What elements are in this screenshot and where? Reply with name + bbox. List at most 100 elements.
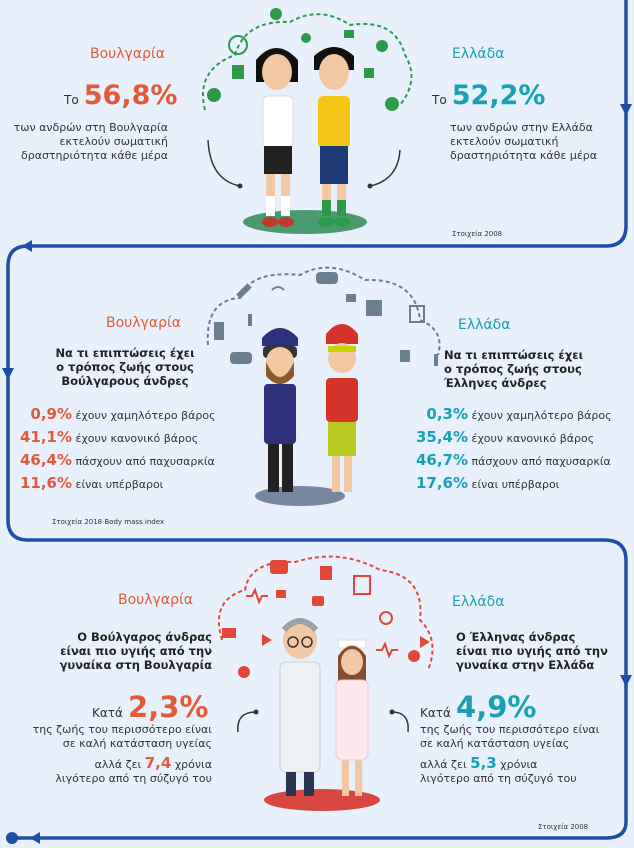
source-note: Στοιχεία 2008 <box>452 230 503 238</box>
bmi-value: 46,4% <box>19 451 72 469</box>
section-heading-bulgaria: Να τι επιπτώσεις έχει ο τρόπος ζωής στου… <box>40 346 210 388</box>
shopping-woman-icon <box>320 566 332 580</box>
country-label-greece: Ελλάδα <box>452 594 505 610</box>
health-stat-bulgaria: Κατά 2,3% <box>92 690 208 724</box>
stat-prefix: Κατά <box>420 706 451 720</box>
bmi-label: είναι υπέρβαροι <box>471 478 560 491</box>
heading-line: Να τι επιπτώσεις έχει <box>444 348 584 362</box>
doctor-man-figure <box>279 618 321 796</box>
arrow-down-icon <box>620 104 632 116</box>
bmi-label: έχουν χαμηλότερο βάρος <box>471 409 612 422</box>
man-greece-figure <box>314 47 354 227</box>
source-note: Στοιχεία 2008 <box>538 823 589 831</box>
bmi-stats-greece: 0,3% έχουν χαμηλότερο βάρος 35,4% έχουν … <box>412 405 612 497</box>
bmi-row: 17,6% είναι υπέρβαροι <box>412 474 612 497</box>
heading-line: Ο Έλληνας άνδρας <box>456 630 576 644</box>
calculator-icon <box>353 575 371 595</box>
stat-prefix: Κατά <box>92 706 123 720</box>
text-line: της ζωής του περισσότερο είναι <box>32 723 212 736</box>
text-line: σε καλή κατάσταση υγείας <box>62 737 212 750</box>
stat-value: 2,3% <box>128 690 209 724</box>
health-icons-cloud <box>217 555 434 678</box>
sport-icons-cloud <box>202 8 413 111</box>
heading-line: Ο Βούλγαρος άνδρας <box>77 630 212 644</box>
bmi-label: έχουν κανονικό βάρος <box>75 432 199 445</box>
country-label-bulgaria: Βουλγαρία <box>90 46 165 62</box>
life-prefix: αλλά ζει <box>94 758 142 771</box>
country-label-bulgaria: Βουλγαρία <box>106 315 181 331</box>
tools-icon <box>236 283 252 299</box>
phone-icon <box>238 666 250 678</box>
people-icon <box>232 65 244 79</box>
life-suffix: χρόνια <box>500 758 538 771</box>
text-line: της ζωής του περισσότερο είναι <box>420 723 600 736</box>
chat-icon <box>276 590 286 598</box>
swimming-icon <box>207 88 221 102</box>
hiking-icon <box>376 40 388 52</box>
medicine-icon <box>408 650 420 662</box>
stat-greece: Το 52,2% <box>432 80 545 111</box>
source-note: Στοιχεία 2018 Body mass index <box>52 518 165 526</box>
bmi-value: 41,1% <box>19 428 72 446</box>
man-greece-figure <box>326 324 358 492</box>
health-stat-greece: Κατά 4,9% <box>420 690 536 724</box>
life-expectancy-greece: αλλά ζει 5,3 χρόνια λιγότερο από τη σύζυ… <box>420 756 620 786</box>
connector-line <box>391 711 409 733</box>
path-end-dot <box>6 832 18 844</box>
life-value: 5,3 <box>470 754 497 772</box>
section-heading-bulgaria: Ο Βούλγαρος άνδρας είναι πιο υγιής από τ… <box>40 630 212 672</box>
bmi-row: 46,4% πάσχουν από παχυσαρκία <box>14 451 216 474</box>
stat-value: 56,8% <box>83 80 178 111</box>
heading-line: γυναίκα στη Βουλγαρία <box>59 658 212 672</box>
camera-icon <box>312 596 324 606</box>
text-line: λιγότερο από τη σύζυγό του <box>420 772 577 785</box>
coffee-icon <box>346 294 356 302</box>
nurse-woman-figure <box>335 639 369 796</box>
heading-line: Βούλγαρους άνδρες <box>61 374 189 388</box>
shop-icon <box>366 300 382 316</box>
text-line: εκτελούν σωματική <box>450 135 559 148</box>
car-icon <box>316 272 338 284</box>
country-label-greece: Ελλάδα <box>452 46 505 62</box>
health-description-greece: της ζωής του περισσότερο είναι σε καλή κ… <box>420 723 620 751</box>
section-heading-greece: Να τι επιπτώσεις έχει ο τρόπος ζωής στου… <box>444 348 614 390</box>
bmi-value: 0,9% <box>30 405 72 423</box>
heading-line: ο τρόπος ζωής στους <box>444 362 582 376</box>
arrow-left-icon <box>22 240 32 252</box>
stat-value: 4,9% <box>456 690 537 724</box>
country-label-bulgaria: Βουλγαρία <box>118 592 193 608</box>
refresh-icon <box>379 611 393 625</box>
bmi-value: 11,6% <box>19 474 72 492</box>
section-heading-greece: Ο Έλληνας άνδρας είναι πιο υγιής από την… <box>456 630 626 672</box>
text-line: εκτελούν σωματική <box>59 135 168 148</box>
bmi-row: 46,7% πάσχουν από παχυσαρκία <box>412 451 612 474</box>
bmi-label: πάσχουν από παχυσαρκία <box>471 455 611 468</box>
life-line: αλλά ζει 5,3 χρόνια <box>420 756 620 772</box>
life-line: αλλά ζει 7,4 χρόνια <box>30 756 212 772</box>
biking-icon <box>301 33 311 43</box>
bmi-row: 0,9% έχουν χαμηλότερο βάρος <box>14 405 215 428</box>
health-description-bulgaria: της ζωής του περισσότερο είναι σε καλή κ… <box>30 723 212 751</box>
bmi-value: 46,7% <box>415 451 468 469</box>
stat-description-bulgaria: των ανδρών στη Βουλγαρία εκτελούν σωματι… <box>10 121 168 163</box>
bmi-row: 35,4% έχουν κανονικό βάρος <box>412 428 612 451</box>
fork-knife-icon <box>434 354 438 366</box>
text-line: δραστηριότητα κάθε μέρα <box>20 149 168 162</box>
heading-line: ο τρόπος ζωής στους <box>56 360 194 374</box>
text-line: λιγότερο από τη σύζυγό του <box>55 772 212 785</box>
phone-icon <box>271 286 285 291</box>
life-expectancy-bulgaria: αλλά ζει 7,4 χρόνια λιγότερο από τη σύζυ… <box>30 756 212 786</box>
stat-prefix: Το <box>64 93 79 107</box>
bmi-row: 0,3% έχουν χαμηλότερο βάρος <box>412 405 612 428</box>
bmi-label: πάσχουν από παχυσαρκία <box>75 455 215 468</box>
man-bulgaria-figure <box>256 48 298 227</box>
horse-riding-icon <box>385 97 399 111</box>
bmi-row: 41,1% έχουν κανονικό βάρος <box>14 428 216 451</box>
heading-line: Να τι επιπτώσεις έχει <box>55 346 195 360</box>
cycling-icon <box>228 35 248 55</box>
camera-icon <box>270 560 288 574</box>
heading-line: Έλληνες άνδρες <box>444 376 547 390</box>
bmi-value: 0,3% <box>426 405 468 423</box>
skiing-icon <box>270 8 282 20</box>
fork-knife-icon <box>248 314 252 326</box>
